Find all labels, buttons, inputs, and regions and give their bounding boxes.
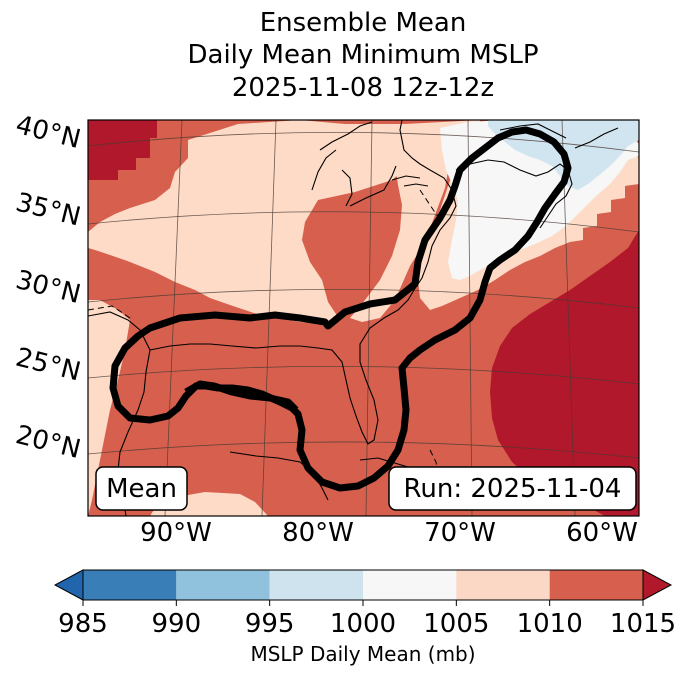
colorbar-segment-1010-1015 [549, 570, 643, 600]
map-panel [88, 120, 639, 516]
mean-label-box: Mean [95, 466, 188, 511]
chart-title-line-3: 2025-11-08 12z-12z [232, 73, 494, 103]
run-label-text: Run: 2025-11-04 [404, 474, 622, 504]
lon-tick-label-2: 70°W [424, 518, 496, 548]
colorbar-label: MSLP Daily Mean (mb) [250, 642, 475, 666]
lat-tick-label-1: 35°N [13, 188, 84, 233]
longitude-labels: 90°W 80°W 70°W 60°W [140, 518, 638, 548]
colorbar-tick-label-985: 985 [58, 609, 108, 639]
colorbar-tick-label-1005: 1005 [423, 609, 489, 639]
colorbar-tick-label-1000: 1000 [330, 609, 396, 639]
lat-tick-label-3: 25°N [13, 343, 84, 388]
colorbar-tick-label-995: 995 [245, 609, 295, 639]
colorbar-extend-under [53, 569, 84, 601]
lon-tick-label-3: 60°W [566, 518, 638, 548]
lon-tick-label-1: 80°W [282, 518, 354, 548]
colorbar-segment-985-990 [83, 570, 177, 600]
field-region-1015-east [490, 230, 639, 516]
lat-tick-label-0: 40°N [13, 110, 84, 155]
colorbar-tick-label-1015: 1015 [610, 609, 676, 639]
colorbar-segment-1000-1005 [363, 570, 457, 600]
chart-title-line-2: Daily Mean Minimum MSLP [187, 40, 538, 70]
colorbar: 985 990 995 1000 1005 1010 1015 [53, 569, 676, 639]
run-label-box: Run: 2025-11-04 [388, 466, 637, 511]
field-region-1005-central [88, 120, 420, 325]
colorbar-extend-over [642, 569, 673, 601]
mean-label-text: Mean [106, 474, 177, 504]
colorbar-segment-995-1000 [269, 570, 363, 600]
colorbar-tick-label-1010: 1010 [517, 609, 583, 639]
colorbar-segment-990-995 [176, 570, 270, 600]
colorbar-segment-1005-1010 [456, 570, 550, 600]
contour-inner-gulf-edge [184, 380, 299, 413]
map-frame [87, 119, 640, 517]
latitude-labels: 40°N 35°N 30°N 25°N 20°N [13, 110, 84, 465]
lat-tick-label-2: 30°N [13, 265, 84, 310]
field-region-1015-northwest [88, 120, 157, 180]
colorbar-tick-label-990: 990 [152, 609, 202, 639]
chart-title-line-1: Ensemble Mean [260, 8, 467, 38]
lon-tick-label-0: 90°W [140, 518, 212, 548]
lat-tick-label-4: 20°N [13, 420, 84, 465]
